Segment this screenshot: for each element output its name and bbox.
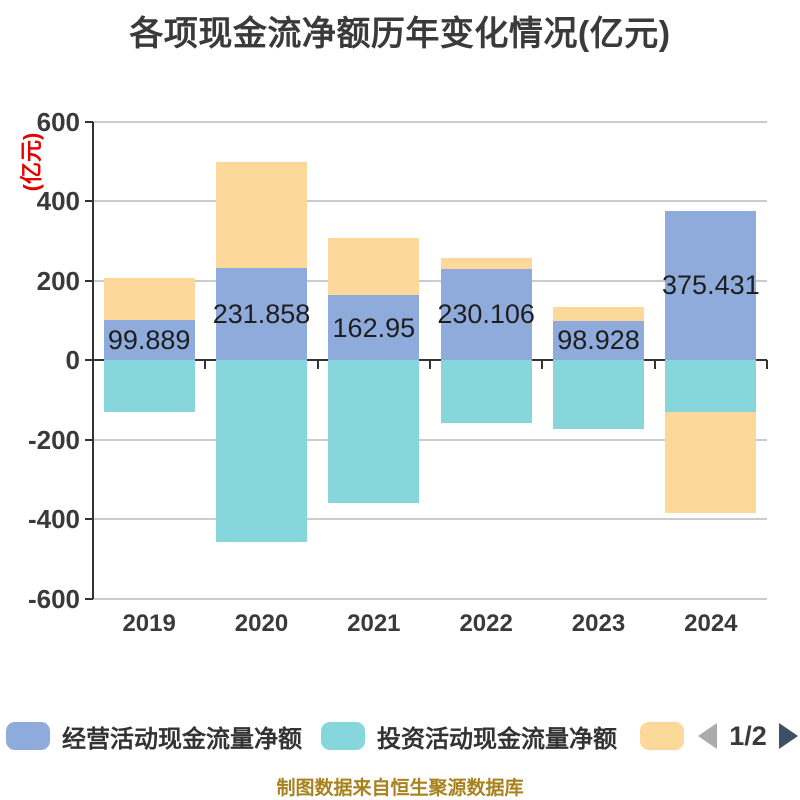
legend-label-investing: 投资活动现金流量净额 xyxy=(377,725,617,753)
x-axis-tick xyxy=(204,360,207,369)
grid-line xyxy=(93,438,767,441)
y-axis-tick xyxy=(85,120,93,123)
y-axis-tick-label: -600 xyxy=(27,583,80,614)
x-axis-tick xyxy=(541,360,544,369)
legend-swatch-financing[interactable] xyxy=(640,722,684,750)
x-axis-category-label: 2024 xyxy=(684,610,738,637)
bar-value-label: 99.889 xyxy=(107,325,191,356)
bar-value-label: 162.95 xyxy=(332,312,416,343)
data-source-note: 制图数据来自恒生聚源数据库 xyxy=(276,778,524,799)
y-axis-tick xyxy=(85,200,93,202)
bar-segment-operating xyxy=(553,320,644,360)
x-axis-category-label: 2022 xyxy=(459,610,513,637)
bar-segment-financing xyxy=(103,278,195,321)
x-axis-category-label: 2023 xyxy=(571,610,626,637)
legend-item-financing[interactable] xyxy=(640,718,684,754)
bar-segment-operating xyxy=(665,210,757,360)
bar-segment-operating xyxy=(328,295,420,360)
bar-segment-financing xyxy=(328,237,420,296)
bar-segment-financing xyxy=(216,162,307,268)
bar-segment-investing xyxy=(216,360,307,543)
x-axis-tick xyxy=(316,360,319,369)
y-axis-tick-label: 0 xyxy=(65,345,80,375)
legend-pager: 1/2 xyxy=(698,718,798,754)
chart-title: 各项现金流净额历年变化情况(亿元) xyxy=(129,15,671,53)
y-axis-tick xyxy=(85,518,93,520)
legend-swatch-investing[interactable] xyxy=(321,722,365,750)
y-axis-unit-label: (亿元) xyxy=(19,132,44,192)
y-axis-tick-label: 400 xyxy=(36,186,80,216)
y-axis-tick-label: -200 xyxy=(27,424,80,455)
y-axis-tick-label: 600 xyxy=(36,106,80,137)
grid-line xyxy=(93,518,767,520)
y-axis-tick xyxy=(85,359,93,361)
x-axis-category-label: 2020 xyxy=(234,610,289,637)
pager-prev-icon[interactable] xyxy=(698,723,717,749)
bar-segment-investing xyxy=(665,360,757,413)
bar-segment-operating xyxy=(103,320,195,360)
bar-segment-investing xyxy=(103,360,195,413)
grid-line xyxy=(93,200,767,202)
legend-label-operating: 经营活动现金流量净额 xyxy=(62,725,302,753)
grid-line xyxy=(93,279,767,282)
y-axis-line xyxy=(92,121,94,599)
legend-item-operating[interactable]: 经营活动现金流量净额 xyxy=(6,718,302,754)
bar-segment-investing xyxy=(553,360,644,429)
bar-value-label: 231.858 xyxy=(212,298,311,329)
legend: 经营活动现金流量净额 投资活动现金流量净额 1/2 xyxy=(0,718,800,754)
x-axis-tick xyxy=(766,360,768,369)
y-axis-tick xyxy=(85,279,93,282)
bar-segment-operating xyxy=(440,268,532,360)
legend-item-investing[interactable]: 投资活动现金流量净额 xyxy=(321,718,617,754)
pager-next-icon[interactable] xyxy=(779,723,798,749)
bar-value-label: 98.928 xyxy=(557,325,640,356)
y-axis-tick xyxy=(85,438,93,441)
grid-line xyxy=(93,597,767,600)
bar-segment-financing xyxy=(440,257,532,269)
x-axis-tick xyxy=(429,360,431,369)
y-axis-tick-label: -400 xyxy=(27,504,80,534)
bar-segment-investing xyxy=(440,360,532,423)
legend-swatch-operating[interactable] xyxy=(6,722,50,750)
bar-value-label: 375.431 xyxy=(662,270,760,301)
bar-segment-financing xyxy=(553,307,644,321)
bar-segment-operating xyxy=(216,267,307,360)
x-axis-tick xyxy=(653,360,656,369)
x-axis-category-label: 2019 xyxy=(122,610,176,637)
bar-segment-investing xyxy=(328,360,420,503)
y-axis-tick-label: 200 xyxy=(36,265,80,296)
grid-line xyxy=(93,120,767,123)
y-axis-tick xyxy=(85,597,93,600)
x-axis-category-label: 2021 xyxy=(347,610,401,637)
bar-value-label: 230.106 xyxy=(437,299,535,330)
pager-page-indicator: 1/2 xyxy=(729,720,767,751)
bar-segment-financing xyxy=(665,412,757,514)
